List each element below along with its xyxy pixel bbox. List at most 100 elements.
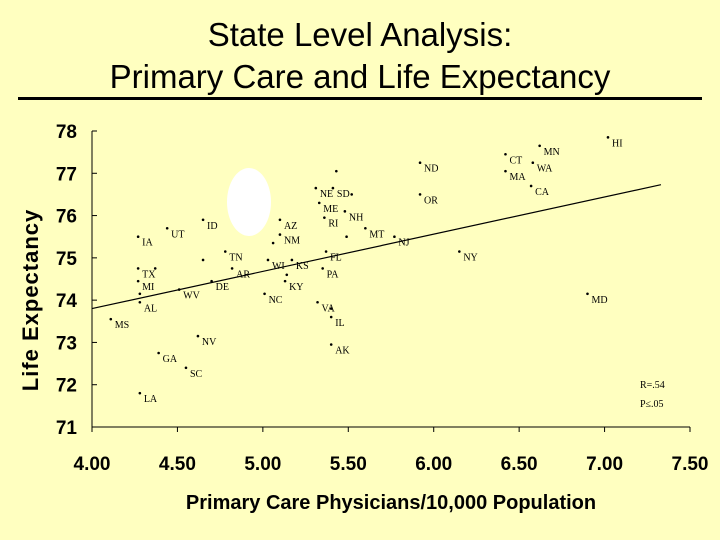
data-point	[290, 258, 294, 262]
data-point	[316, 300, 319, 304]
data-point-label: TN	[229, 253, 242, 264]
data-point-label: RI	[328, 219, 338, 230]
data-point-label: MD	[591, 295, 607, 306]
x-tick-label: 5.50	[330, 454, 367, 475]
data-point-label: CA	[535, 187, 550, 198]
data-point-label: PA	[327, 269, 340, 280]
data-point-label: NH	[349, 212, 363, 223]
data-point-label: AK	[335, 346, 350, 357]
data-point-label: MS	[115, 320, 129, 331]
data-point-label: IA	[142, 238, 153, 249]
data-point	[324, 250, 328, 253]
y-tick-label: 74	[56, 291, 78, 312]
data-point	[323, 216, 326, 219]
data-point-label: WA	[537, 164, 553, 175]
data-point	[138, 292, 142, 296]
y-tick-label: 77	[56, 164, 77, 185]
data-point	[529, 184, 533, 188]
data-point	[364, 226, 367, 230]
x-tick-label: 4.00	[74, 454, 111, 475]
stat-annotation: R=.54	[640, 380, 665, 391]
data-point	[350, 193, 354, 196]
x-axis-title: Primary Care Physicians/10,000 Populatio…	[186, 492, 596, 514]
data-point-label: HI	[612, 138, 623, 149]
data-point-label: KY	[289, 282, 303, 293]
data-point-label: VA	[322, 303, 336, 314]
data-point	[184, 366, 188, 370]
x-tick-label: 5.00	[244, 454, 281, 475]
data-point-label: NV	[202, 337, 217, 348]
data-point	[393, 235, 396, 239]
title-underline	[18, 97, 702, 100]
data-point-label: SD	[337, 189, 350, 200]
data-point	[586, 292, 589, 296]
data-point	[263, 292, 266, 296]
data-point-label: UT	[171, 229, 184, 240]
data-point-label: ID	[207, 221, 218, 232]
data-point-label: NC	[269, 295, 283, 306]
data-point	[345, 235, 348, 239]
data-point	[317, 201, 321, 205]
data-point	[531, 161, 535, 165]
x-tick-label: 6.00	[415, 454, 452, 475]
data-point-label: MT	[369, 229, 384, 240]
data-point	[504, 169, 507, 173]
data-point-label: NE	[320, 189, 333, 200]
data-point	[335, 169, 338, 173]
x-tick-label: 7.50	[672, 454, 709, 475]
highlight-ellipse	[227, 168, 271, 236]
data-point-label: AR	[236, 269, 250, 280]
data-point-label: GA	[163, 354, 178, 365]
data-point-label: AL	[144, 303, 157, 314]
data-point-label: ME	[323, 204, 338, 215]
x-tick-label: 7.00	[586, 454, 623, 475]
y-tick-label: 72	[56, 376, 77, 397]
data-point-label: NY	[463, 253, 477, 264]
data-point-label: IL	[335, 318, 344, 329]
y-tick-label: 71	[56, 418, 78, 439]
data-point	[157, 351, 160, 355]
data-point	[285, 273, 289, 277]
data-point	[177, 288, 181, 291]
title-line-1: State Level Analysis:	[207, 16, 513, 53]
data-point-label: LA	[144, 394, 158, 405]
data-point-label: DE	[216, 282, 229, 293]
data-point	[109, 317, 113, 321]
data-point-label: OR	[424, 195, 438, 206]
data-point	[271, 241, 275, 245]
data-point	[266, 258, 270, 262]
data-point	[538, 144, 541, 148]
y-tick-label: 76	[56, 207, 77, 228]
data-point-label: AZ	[284, 221, 297, 232]
data-point-label: FL	[330, 253, 342, 264]
data-point	[201, 258, 205, 262]
data-point-label: WI	[272, 261, 285, 272]
data-point	[283, 279, 287, 283]
data-point	[165, 226, 169, 230]
data-point	[331, 186, 335, 190]
data-point	[201, 218, 205, 222]
data-point-label: NJ	[398, 238, 409, 249]
data-point-label: CT	[509, 155, 522, 166]
data-point	[278, 218, 282, 222]
y-tick-label: 73	[56, 333, 77, 354]
x-tick-label: 4.50	[159, 454, 196, 475]
data-point	[458, 250, 461, 253]
slide-title: State Level Analysis: Primary Care and L…	[0, 14, 720, 98]
data-point-label: SC	[190, 369, 203, 380]
data-point	[418, 161, 422, 165]
title-line-2: Primary Care and Life Expectancy	[109, 58, 611, 95]
data-point-label: WV	[183, 291, 200, 302]
stat-annotation: P≤.05	[640, 399, 664, 410]
data-point	[136, 279, 140, 283]
y-tick-label: 78	[56, 122, 77, 143]
data-point	[321, 267, 324, 270]
data-point	[314, 186, 318, 190]
data-point	[606, 136, 610, 139]
trend-line	[91, 184, 662, 310]
data-point-label: TX	[142, 269, 156, 280]
data-point	[138, 300, 142, 304]
data-point	[138, 391, 142, 395]
y-axis-title: Life Expectancy	[18, 209, 43, 392]
